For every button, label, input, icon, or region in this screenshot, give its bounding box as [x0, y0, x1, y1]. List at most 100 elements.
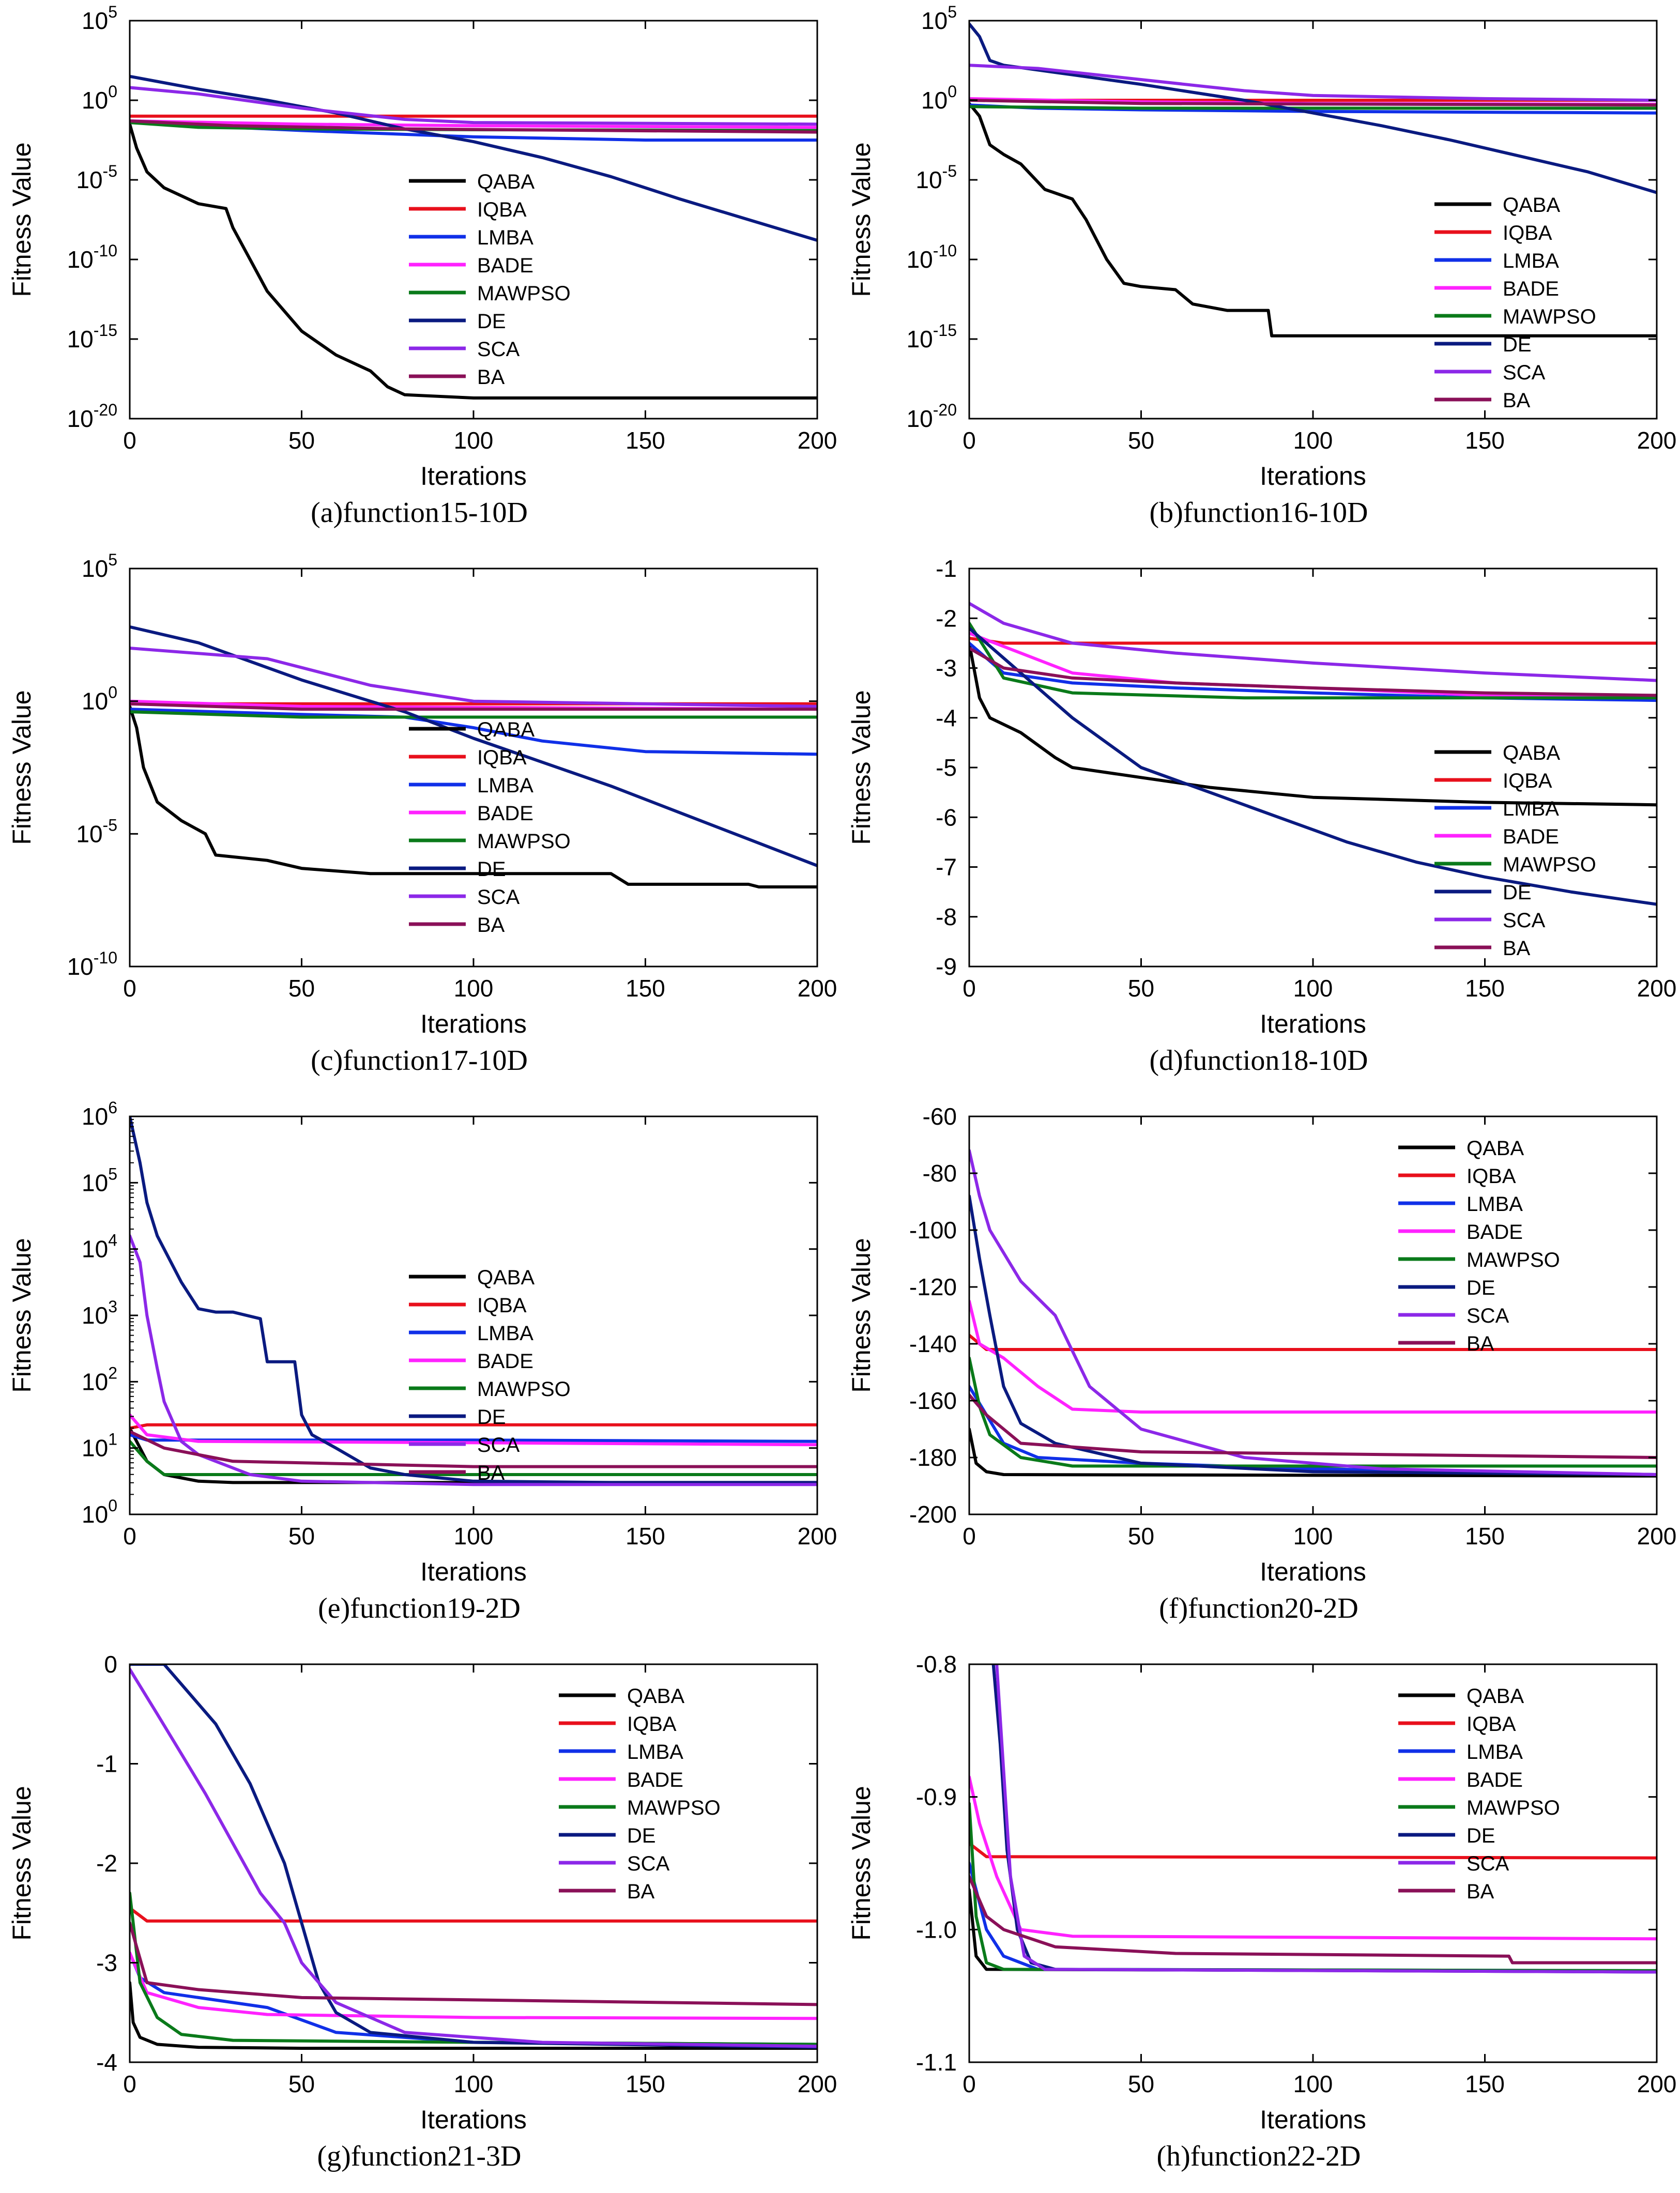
series-line-de [130, 1116, 817, 1484]
x-tick-label: 150 [1465, 975, 1505, 1002]
legend-label-de: DE [1467, 1277, 1495, 1299]
legend-label-iqba: IQBA [1467, 1713, 1516, 1736]
series-line-ba [969, 1393, 1657, 1459]
legend-label-mawpso: MAWPSO [1467, 1797, 1560, 1819]
series-line-lmba [130, 1433, 817, 1443]
chart-panel-f: 0 50 100 150 200 -200 -180 -160 -140 -120 -100 -80 -… [847, 1103, 1676, 1586]
legend-label-sca: SCA [1467, 1852, 1509, 1875]
plot-frame [968, 20, 1658, 420]
legend-label-sca: SCA [1503, 909, 1546, 932]
y-tick-label: 100 [82, 82, 117, 114]
x-tick-label: 150 [625, 975, 665, 1002]
x-axis-label: Iterations [420, 1009, 527, 1038]
legend-label-lmba: LMBA [477, 774, 533, 797]
y-tick-label: -1.0 [916, 1916, 957, 1943]
legend-label-bade: BADE [477, 254, 533, 277]
series-line-de [969, 22, 1657, 194]
legend: QABA IQBA LMBA BADE MAWPSO DE SCA BA [1398, 1685, 1560, 1903]
legend-label-sca: SCA [477, 1434, 520, 1456]
series-group [130, 1664, 817, 2050]
plot-frame [129, 568, 818, 968]
series-line-sca [130, 647, 817, 708]
legend-label-lmba: LMBA [1503, 798, 1559, 820]
legend-label-ba: BA [1467, 1332, 1494, 1355]
series-line-bade [130, 1951, 817, 2020]
y-tick-label: -120 [909, 1274, 957, 1300]
y-tick-label: 105 [82, 550, 117, 582]
legend-label-de: DE [477, 858, 506, 881]
y-axis-label: Fitness Value [847, 1238, 876, 1392]
y-tick-label: 105 [82, 3, 117, 34]
y-tick-label: -4 [936, 704, 957, 731]
legend-label-lmba: LMBA [477, 226, 533, 249]
panel-caption-e: (e)function19-2D [318, 1592, 521, 1624]
y-tick-label: 100 [921, 82, 957, 114]
legend-label-sca: SCA [1503, 361, 1546, 384]
series-line-qaba [130, 704, 817, 888]
y-tick-label: -3 [96, 1950, 117, 1976]
x-tick-label: 50 [288, 1523, 315, 1550]
series-line-mawpso [969, 105, 1657, 110]
y-tick-label: -80 [923, 1160, 957, 1187]
legend-label-lmba: LMBA [1503, 250, 1559, 272]
x-tick-label: 150 [625, 427, 665, 454]
y-tick-label: 10-15 [67, 321, 117, 352]
series-line-sca [130, 1667, 817, 2048]
series-line-sca [969, 602, 1657, 682]
legend-label-mawpso: MAWPSO [627, 1797, 721, 1819]
series-group [130, 74, 817, 400]
legend-label-bade: BADE [627, 1769, 683, 1791]
series-line-qaba [969, 102, 1657, 338]
legend-label-qaba: QABA [477, 171, 534, 193]
legend-label-ba: BA [1503, 389, 1531, 412]
series-group [969, 1149, 1657, 1478]
y-tick-label: -200 [909, 1501, 957, 1528]
series-line-sca [995, 1664, 1657, 1974]
series-group [969, 22, 1657, 338]
y-tick-label: -5 [936, 754, 957, 781]
series-line-ba [969, 1875, 1657, 1965]
y-tick-label: 10-5 [76, 816, 117, 847]
series-line-bade [969, 1299, 1657, 1414]
legend-label-sca: SCA [477, 886, 520, 909]
x-axis-label: Iterations [1260, 1009, 1366, 1038]
series-line-ba [130, 1430, 817, 1468]
y-tick-label: -8 [936, 903, 957, 930]
y-tick-label: 100 [82, 1496, 117, 1528]
legend-label-mawpso: MAWPSO [1503, 853, 1596, 876]
y-tick-label: 10-10 [67, 241, 117, 273]
x-tick-label: 100 [454, 975, 494, 1002]
y-tick-label: 10-20 [907, 401, 957, 432]
y-tick-label: -2 [96, 1850, 117, 1877]
x-tick-label: 150 [1465, 1523, 1505, 1550]
legend-label-de: DE [1503, 881, 1532, 904]
series-line-ba [969, 99, 1657, 107]
series-line-sca [969, 64, 1657, 102]
x-tick-label: 100 [1293, 427, 1333, 454]
x-tick-label: 0 [123, 975, 136, 1002]
x-tick-label: 100 [1293, 975, 1333, 1002]
chart-panel-c: 0 50 100 150 200 10-10 10-5 100 105 Iterations Fit… [7, 550, 837, 1038]
y-tick-label: -1 [96, 1751, 117, 1777]
y-tick-label: -6 [936, 804, 957, 831]
y-tick-label: 106 [82, 1098, 117, 1130]
panel-caption-b: (b)function16-10D [1149, 497, 1368, 529]
panel-caption-d: (d)function18-10D [1149, 1045, 1368, 1077]
series-line-iqba [130, 1906, 817, 1923]
legend-label-bade: BADE [1467, 1769, 1523, 1791]
series-line-de [969, 1194, 1657, 1476]
x-tick-label: 200 [798, 1523, 837, 1550]
plot-frame [129, 20, 818, 420]
x-tick-label: 50 [1128, 2071, 1154, 2097]
chart-panel-b: 0 50 100 150 200 10-20 10-15 10-10 10-5 100 105 Ite… [847, 3, 1676, 490]
legend-label-ba: BA [477, 366, 505, 389]
panel-caption-a: (a)function15-10D [311, 497, 528, 529]
legend-label-qaba: QABA [1503, 194, 1560, 217]
series-line-lmba [130, 708, 817, 756]
y-tick-label: 0 [104, 1651, 117, 1678]
legend-label-bade: BADE [1503, 825, 1559, 848]
y-tick-label: -0.8 [916, 1651, 957, 1678]
x-tick-label: 50 [288, 427, 315, 454]
legend-label-iqba: IQBA [477, 1294, 527, 1317]
legend-label-sca: SCA [477, 338, 520, 361]
